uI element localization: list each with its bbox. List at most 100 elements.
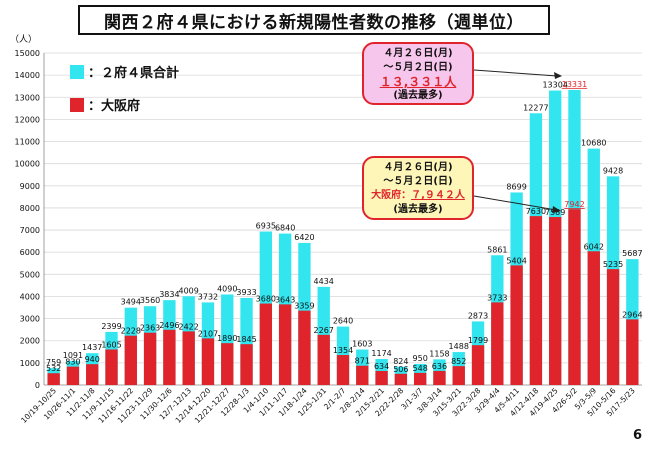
callout-total-record: ４月２６日(月) ～５月２日(日) １３,３３１人 (過去最多) bbox=[362, 42, 474, 105]
data-label-total: 6935 bbox=[256, 222, 276, 231]
data-label-osaka: 940 bbox=[85, 355, 100, 364]
data-label-total: 2640 bbox=[333, 317, 353, 326]
bar-osaka bbox=[298, 310, 311, 385]
bar-osaka bbox=[105, 349, 118, 385]
legend-label-total: ：２府４県合計 bbox=[88, 65, 179, 81]
data-label-osaka: 1845 bbox=[236, 335, 256, 344]
data-label-total: 3834 bbox=[159, 290, 179, 299]
data-label-total: 824 bbox=[393, 357, 408, 366]
bar-osaka bbox=[66, 366, 80, 385]
data-label-total: 4090 bbox=[217, 284, 237, 293]
data-label-osaka: 2107 bbox=[198, 329, 218, 338]
bar-osaka bbox=[221, 343, 234, 385]
callout-arrows bbox=[473, 69, 562, 213]
arrow-osaka bbox=[473, 195, 557, 211]
data-label-osaka: 830 bbox=[65, 358, 80, 367]
bar-osaka bbox=[549, 217, 562, 385]
data-label-osaka: 1605 bbox=[101, 340, 121, 349]
data-label-total: 3560 bbox=[140, 296, 160, 305]
data-label-total: 5861 bbox=[487, 245, 507, 254]
y-tick-label: 15000 bbox=[15, 49, 40, 58]
data-label-total: 1603 bbox=[352, 340, 372, 349]
data-label-total: 6420 bbox=[294, 233, 314, 242]
data-label-osaka: 7589 bbox=[545, 208, 565, 217]
data-label-osaka: 634 bbox=[374, 362, 389, 371]
data-label-total: 2873 bbox=[468, 311, 488, 320]
legend-label-osaka: ：大阪府 bbox=[88, 98, 140, 114]
data-label-total: 1158 bbox=[429, 349, 449, 358]
data-label-osaka: 871 bbox=[355, 357, 370, 366]
data-label-osaka: 506 bbox=[393, 365, 408, 374]
data-label-osaka: 2422 bbox=[178, 322, 198, 331]
bar-osaka bbox=[124, 335, 137, 385]
y-tick-label: 6000 bbox=[20, 248, 40, 257]
y-tick-label: 5000 bbox=[20, 270, 40, 279]
data-label-total: 759 bbox=[46, 358, 61, 367]
data-label-total: 4434 bbox=[314, 277, 334, 286]
arrow-total bbox=[473, 69, 558, 77]
data-label-total: 1091 bbox=[63, 351, 83, 360]
data-label-osaka: 548 bbox=[413, 364, 428, 373]
bar-osaka bbox=[336, 355, 350, 385]
bar-osaka bbox=[587, 251, 600, 385]
data-label-total: 1488 bbox=[449, 342, 469, 351]
data-label-total: 13304 bbox=[542, 81, 567, 90]
arrow-osaka-head bbox=[552, 206, 561, 213]
data-label-osaka: 2363 bbox=[140, 324, 160, 333]
bar-osaka bbox=[471, 345, 485, 385]
bar-osaka bbox=[606, 269, 620, 385]
data-label-osaka: 7942 bbox=[564, 200, 584, 209]
bar-osaka bbox=[356, 365, 369, 385]
x-axis: 10/19-10/2510/26-11/111/2-11/811/9-11/15… bbox=[19, 386, 637, 425]
bar-osaka bbox=[143, 332, 157, 385]
data-label-osaka: 5404 bbox=[506, 256, 526, 265]
data-label-osaka: 6042 bbox=[584, 242, 604, 251]
data-label-osaka: 2964 bbox=[622, 310, 642, 319]
bar-osaka bbox=[568, 209, 581, 385]
bar-osaka bbox=[259, 303, 273, 385]
callout-osaka-record: ４月２６日(月) ～５月２日(日) 大阪府：７,９４２人 (過去最多) bbox=[362, 156, 474, 220]
data-label-osaka: 1799 bbox=[468, 336, 488, 345]
bar-osaka bbox=[394, 373, 408, 385]
y-axis: 0 1000 2000 3000 4000 5000 6000 7000 8000 9000 100… bbox=[15, 49, 45, 390]
data-label-osaka: 532 bbox=[46, 364, 61, 373]
data-label-total: 3732 bbox=[198, 292, 218, 301]
data-label-osaka: 5235 bbox=[603, 260, 623, 269]
bar-osaka bbox=[163, 329, 176, 385]
data-label-osaka: 1890 bbox=[217, 334, 237, 343]
callout-osaka-line2: ～５月２日(日) bbox=[383, 176, 453, 187]
bar-osaka bbox=[47, 373, 60, 385]
y-tick-label: 8000 bbox=[20, 204, 40, 213]
data-label-total: 2399 bbox=[101, 322, 121, 331]
bars bbox=[47, 89, 639, 385]
page-number: 6 bbox=[632, 428, 642, 443]
data-label-total: 1174 bbox=[371, 349, 391, 358]
data-label-osaka: 3680 bbox=[256, 295, 276, 304]
y-tick-label: 12000 bbox=[15, 115, 40, 124]
data-label-total: 1437 bbox=[82, 343, 102, 352]
y-tick-label: 1000 bbox=[20, 359, 40, 368]
bar-osaka bbox=[510, 265, 523, 385]
data-label-total: 10680 bbox=[581, 139, 606, 148]
callout-total-line2: ～５月２日(日) bbox=[383, 62, 453, 73]
bar-osaka bbox=[201, 338, 215, 385]
callout-total-value: １３,３３１人 bbox=[379, 75, 457, 89]
y-tick-label: 3000 bbox=[20, 315, 40, 324]
callout-osaka-note: (過去最多) bbox=[393, 204, 443, 215]
callout-osaka-value: ７,９４２人 bbox=[411, 190, 465, 201]
bar-osaka bbox=[182, 331, 195, 385]
callout-total-line1: ４月２６日(月) bbox=[383, 48, 453, 59]
legend-swatch-osaka bbox=[70, 98, 84, 112]
y-tick-label: 9000 bbox=[20, 182, 40, 191]
bar-osaka bbox=[375, 370, 388, 385]
bar-osaka bbox=[626, 319, 639, 385]
y-tick-label: 14000 bbox=[15, 71, 40, 80]
data-label-total: 5687 bbox=[622, 249, 642, 258]
data-label-total: 4009 bbox=[178, 286, 198, 295]
y-tick-label: 7000 bbox=[20, 226, 40, 235]
data-label-osaka: 7630 bbox=[526, 207, 546, 216]
data-label-total: 3933 bbox=[236, 288, 256, 297]
data-label-total: 8699 bbox=[506, 182, 526, 191]
y-tick-label: 11000 bbox=[15, 138, 40, 147]
